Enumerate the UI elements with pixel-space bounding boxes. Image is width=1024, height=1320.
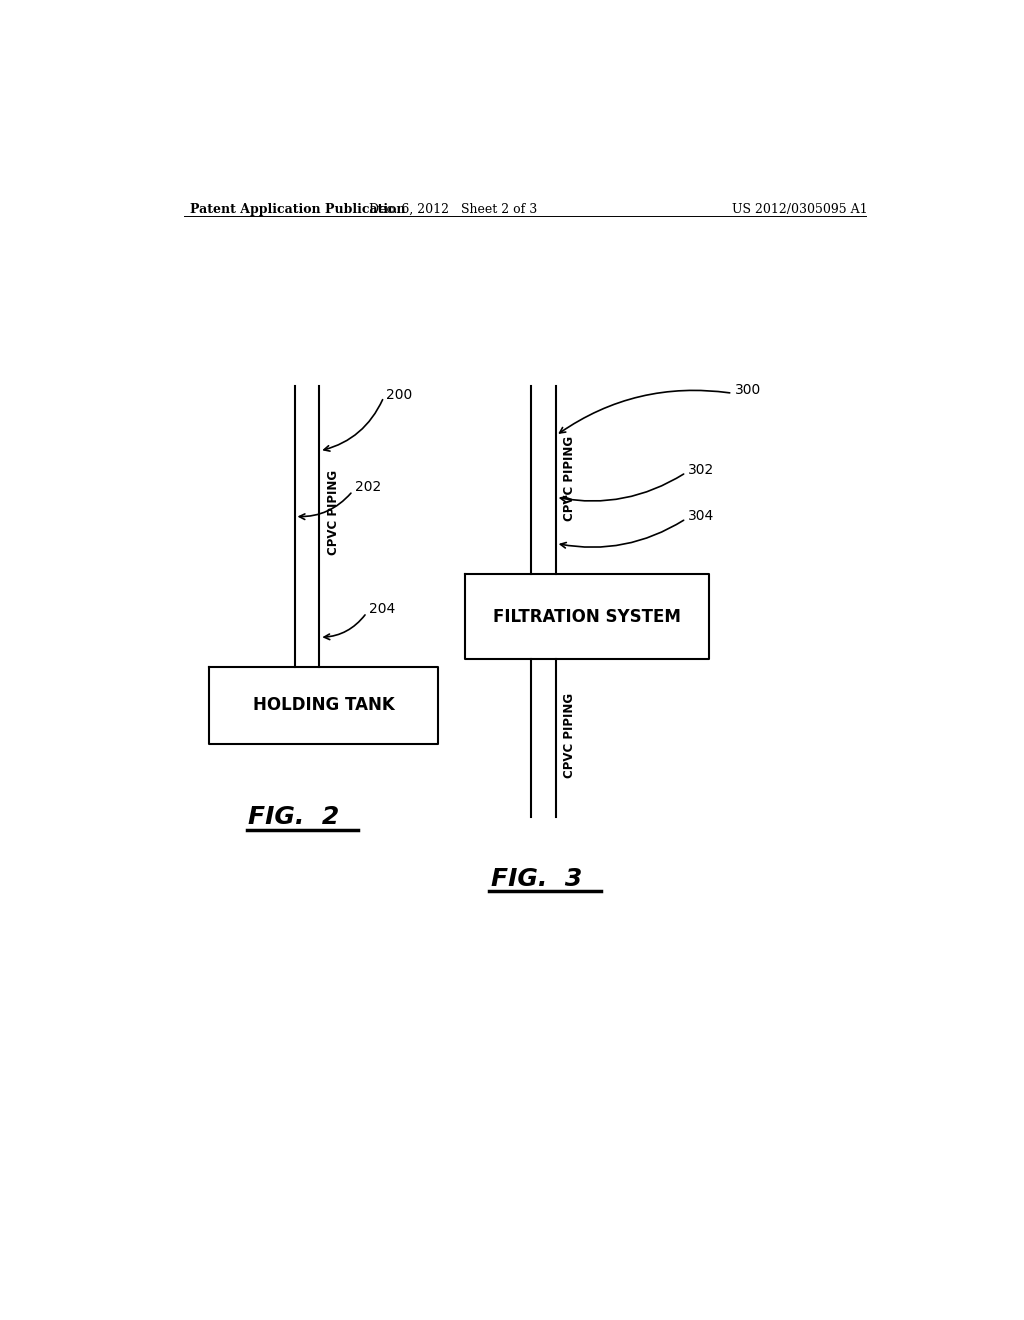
Text: FILTRATION SYSTEM: FILTRATION SYSTEM: [494, 607, 681, 626]
Text: 300: 300: [735, 383, 761, 397]
Text: Patent Application Publication: Patent Application Publication: [190, 203, 406, 216]
Text: FIG.  3: FIG. 3: [490, 867, 582, 891]
Text: FIG.  2: FIG. 2: [248, 805, 339, 829]
Text: HOLDING TANK: HOLDING TANK: [253, 696, 394, 714]
Text: CPVC PIPING: CPVC PIPING: [563, 436, 577, 520]
Text: 304: 304: [688, 508, 715, 523]
Text: CPVC PIPING: CPVC PIPING: [327, 470, 340, 556]
Text: 302: 302: [688, 462, 715, 477]
Text: 202: 202: [355, 480, 381, 494]
Text: US 2012/0305095 A1: US 2012/0305095 A1: [732, 203, 868, 216]
Text: Dec. 6, 2012   Sheet 2 of 3: Dec. 6, 2012 Sheet 2 of 3: [370, 203, 538, 216]
Text: CPVC PIPING: CPVC PIPING: [563, 693, 577, 779]
Text: 204: 204: [369, 602, 395, 616]
Text: 200: 200: [386, 388, 413, 401]
